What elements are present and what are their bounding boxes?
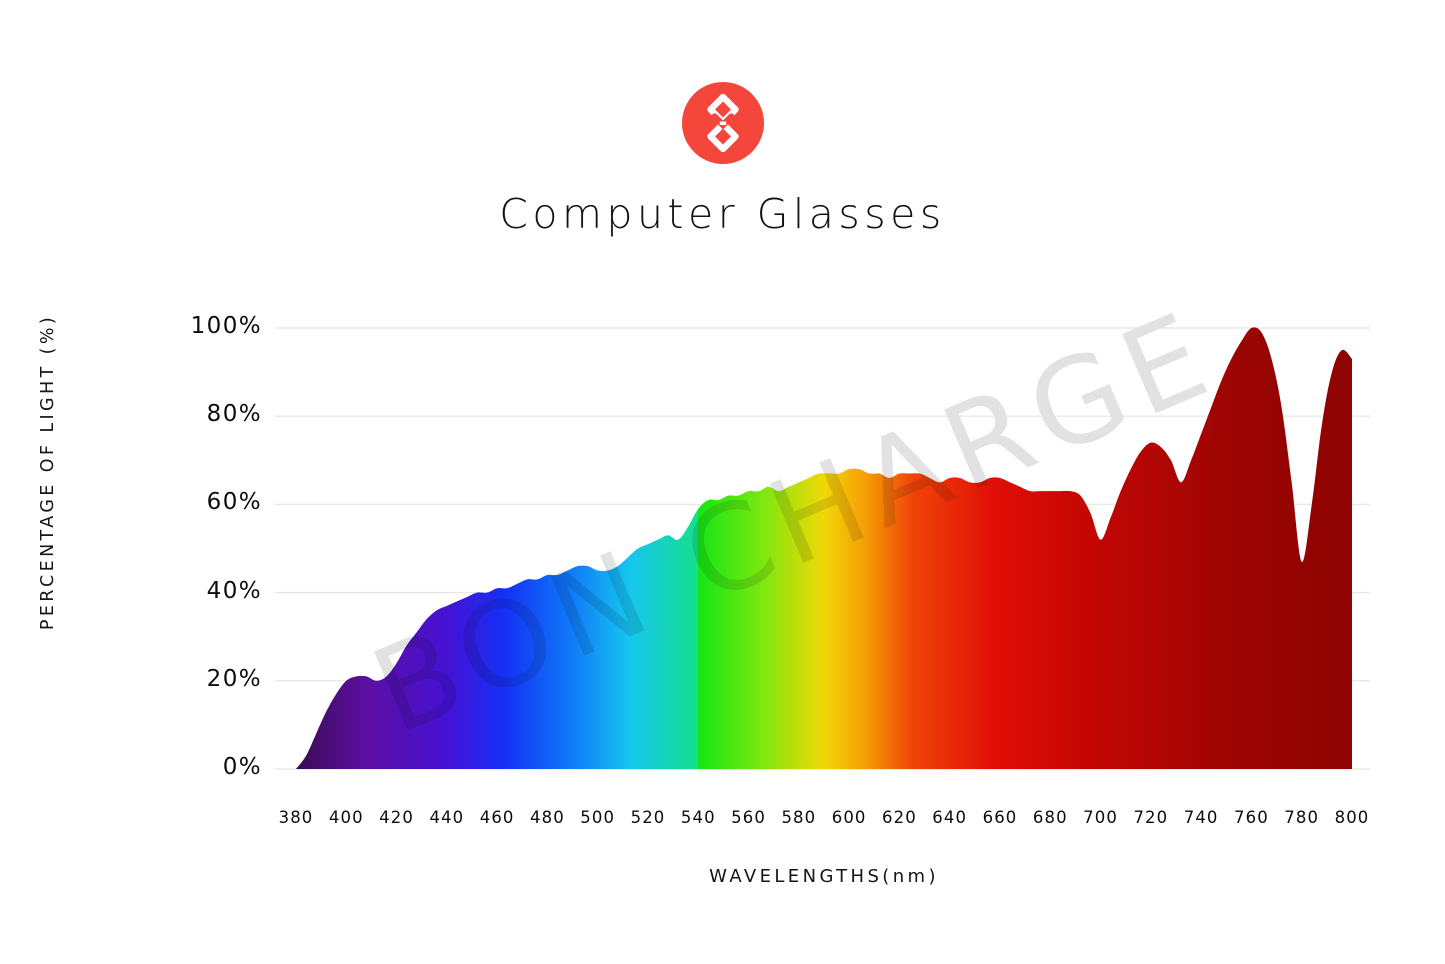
brand-logo	[0, 82, 1445, 164]
bon-charge-knot-icon	[706, 94, 739, 152]
x-tick-label: 400	[328, 808, 364, 827]
y-tick-label: 100%	[190, 313, 262, 339]
x-tick-label: 520	[630, 808, 666, 827]
x-tick-label: 660	[982, 808, 1018, 827]
x-tick-label: 600	[831, 808, 867, 827]
x-tick-label: 380	[278, 808, 314, 827]
x-tick-label: 780	[1284, 808, 1320, 827]
x-tick-label: 500	[580, 808, 616, 827]
x-tick-label: 700	[1083, 808, 1118, 827]
y-tick-label: 0%	[222, 754, 262, 780]
y-axis-title: PERCENTAGE OF LIGHT (%)	[38, 313, 58, 631]
x-tick-label: 760	[1234, 808, 1269, 827]
y-tick-label: 20%	[206, 665, 262, 692]
x-tick-label: 720	[1133, 808, 1169, 827]
x-tick-label: 620	[882, 808, 917, 827]
y-tick-label: 80%	[206, 401, 262, 428]
x-tick-label: 740	[1183, 808, 1219, 827]
x-tick-label: 800	[1334, 808, 1370, 827]
logo-circle-badge	[681, 82, 764, 164]
page-title: Computer Glasses	[499, 190, 946, 238]
x-tick-label: 640	[932, 808, 968, 827]
x-tick-label: 560	[731, 808, 766, 827]
y-tick-label: 40%	[206, 577, 262, 604]
y-tick-label: 60%	[206, 489, 262, 516]
x-tick-label: 440	[429, 808, 465, 827]
x-tick-label: 460	[479, 808, 515, 827]
x-axis-title: WAVELENGTHS(nm)	[709, 866, 939, 887]
x-tick-label: 420	[379, 808, 414, 827]
x-tick-label: 480	[530, 808, 565, 827]
x-tick-label: 580	[781, 808, 817, 827]
x-tick-label: 540	[680, 808, 716, 827]
x-tick-label: 680	[1032, 808, 1068, 827]
